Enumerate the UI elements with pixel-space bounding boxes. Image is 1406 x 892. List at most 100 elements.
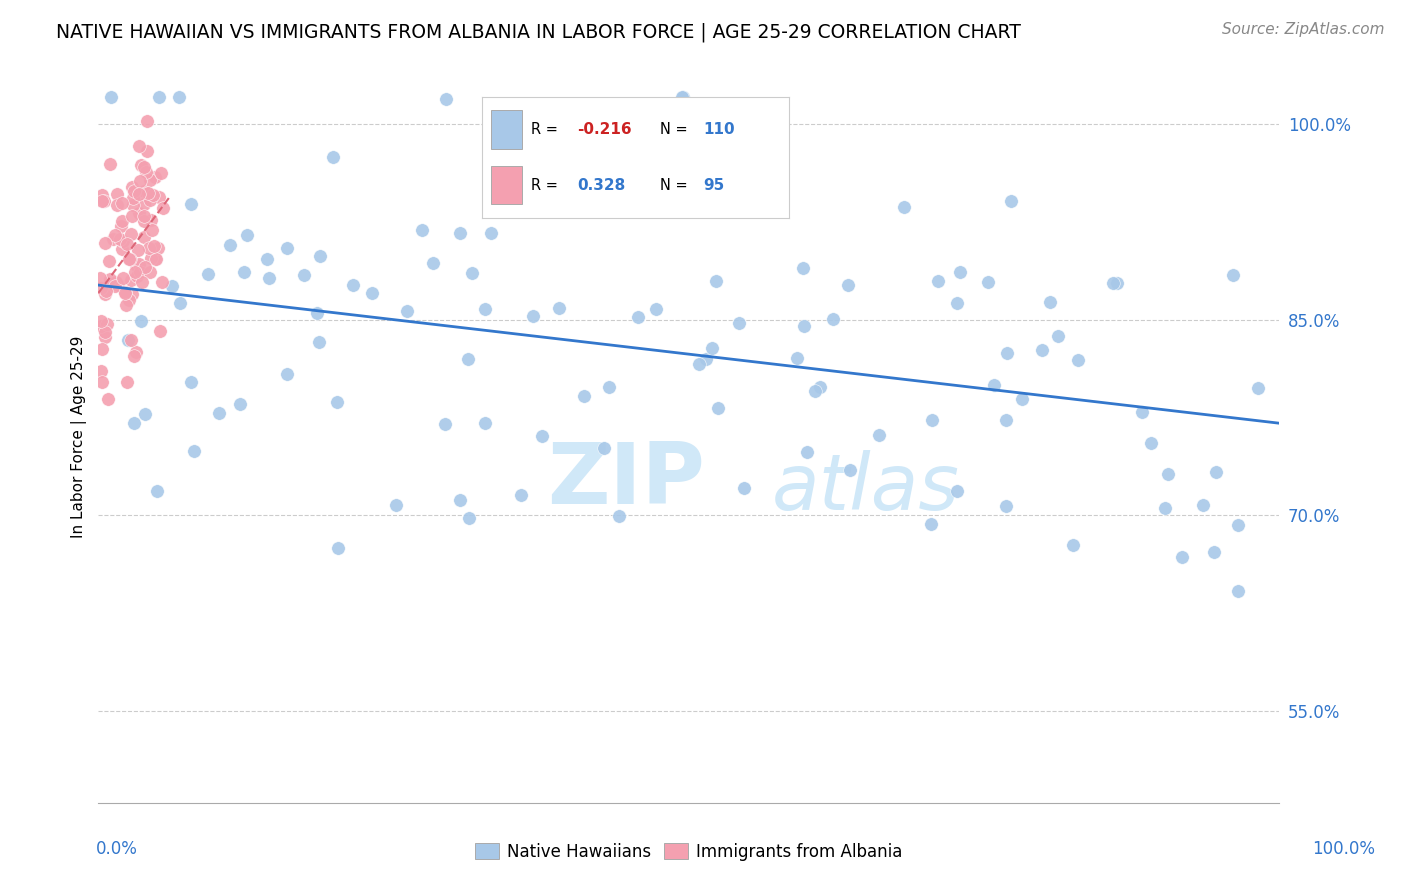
Point (128, 139, 150, 153)
Point (326, 541, 349, 555)
Point (114, 286, 136, 301)
Point (152, 201, 174, 215)
Point (593, 442, 616, 456)
Point (125, 258, 148, 272)
Point (457, 510, 479, 524)
Point (139, 252, 162, 266)
Point (461, 266, 484, 280)
Point (949, 265, 972, 279)
Point (434, 92, 457, 106)
Point (733, 481, 755, 495)
Point (450, 226, 472, 240)
Point (129, 314, 152, 328)
Point (105, 198, 128, 212)
Text: ZIP: ZIP (547, 440, 704, 523)
Point (449, 493, 471, 508)
Point (90, 281, 112, 295)
Point (893, 200, 915, 214)
Point (1038, 294, 1060, 309)
Point (141, 222, 163, 236)
Point (229, 397, 252, 411)
Point (121, 180, 143, 194)
Point (385, 499, 408, 513)
Point (1102, 276, 1125, 290)
Point (808, 380, 831, 394)
Point (143, 169, 166, 184)
Point (1156, 467, 1178, 482)
Point (292, 268, 315, 283)
Point (112, 234, 135, 248)
Point (122, 349, 145, 363)
Point (134, 214, 156, 228)
Point (169, 295, 191, 310)
Point (1154, 501, 1177, 516)
Point (522, 309, 544, 323)
Point (707, 401, 730, 415)
Point (411, 223, 433, 237)
Point (342, 278, 364, 293)
Point (531, 428, 554, 442)
Point (672, 90, 695, 104)
Point (1171, 549, 1194, 564)
Point (995, 500, 1018, 514)
Point (141, 212, 163, 227)
Point (207, 406, 229, 420)
Point (90, 364, 112, 378)
Point (325, 395, 347, 409)
Point (94, 286, 117, 301)
Point (983, 378, 1005, 392)
Point (105, 275, 128, 289)
Point (134, 408, 156, 422)
Point (728, 316, 751, 330)
Point (977, 276, 1000, 290)
Point (122, 416, 145, 430)
Point (626, 310, 648, 324)
Point (121, 198, 143, 212)
Y-axis label: In Labor Force | Age 25-29: In Labor Force | Age 25-29 (72, 336, 87, 538)
Point (150, 276, 173, 290)
Point (183, 443, 205, 458)
Point (90, 314, 112, 328)
Point (921, 413, 943, 427)
Point (145, 252, 167, 266)
Point (149, 324, 172, 338)
Point (236, 227, 259, 242)
Point (93, 194, 115, 208)
Point (135, 113, 157, 128)
Point (128, 174, 150, 188)
Point (474, 302, 496, 317)
Point (121, 286, 143, 301)
Point (129, 159, 152, 173)
Point (219, 238, 242, 252)
Point (927, 274, 949, 288)
Point (479, 226, 502, 240)
Point (457, 352, 479, 367)
Point (96, 317, 118, 331)
Point (128, 206, 150, 220)
Point (838, 463, 860, 477)
Point (148, 190, 170, 204)
Point (1205, 465, 1227, 479)
Text: 0.0%: 0.0% (96, 840, 138, 858)
Point (1202, 545, 1225, 559)
Point (93, 326, 115, 340)
Point (111, 214, 134, 228)
Point (360, 286, 382, 301)
Point (97, 392, 120, 406)
Point (167, 90, 190, 104)
Point (1000, 194, 1022, 208)
Point (305, 305, 328, 319)
Point (702, 341, 724, 355)
Text: NATIVE HAWAIIAN VS IMMIGRANTS FROM ALBANIA IN LABOR FORCE | AGE 25-29 CORRELATIO: NATIVE HAWAIIAN VS IMMIGRANTS FROM ALBAN… (56, 22, 1021, 42)
Point (823, 312, 845, 326)
Point (1062, 538, 1084, 552)
Point (134, 209, 156, 223)
Point (995, 346, 1018, 360)
Point (124, 185, 146, 199)
Point (120, 272, 142, 286)
Point (138, 241, 160, 255)
Point (139, 194, 162, 208)
Point (122, 191, 145, 205)
Point (108, 232, 131, 246)
Point (118, 252, 141, 266)
